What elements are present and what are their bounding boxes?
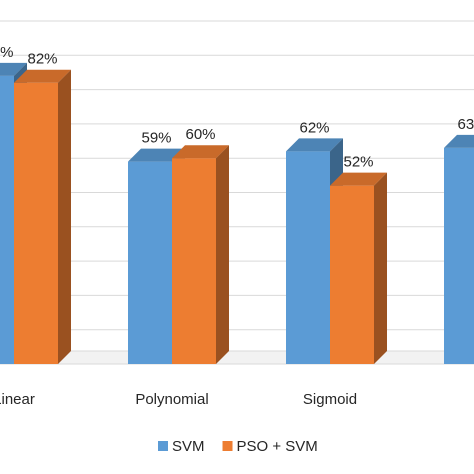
data-labels: 84% 59% 62% 63% 82% 60% 52% xyxy=(0,44,474,171)
x-tick-label: Polynomial xyxy=(135,391,208,408)
data-label: 52% xyxy=(343,154,373,171)
legend-swatch xyxy=(222,441,233,451)
x-axis-tick-labels: LinearPolynomialSigmoidRBF xyxy=(0,391,474,408)
chart-floor xyxy=(0,350,474,365)
bar-pso-svm-sigmoid xyxy=(330,172,387,364)
legend: SVM PSO + SVM xyxy=(158,438,318,455)
bar-pso-svm-linear xyxy=(14,69,71,365)
data-label: 63% xyxy=(457,116,474,133)
legend-label: PSO + SVM xyxy=(237,438,318,455)
chart-floor-plane xyxy=(0,350,474,365)
legend-swatch xyxy=(158,441,168,451)
x-tick-label: Linear xyxy=(0,391,35,408)
x-tick-label: Sigmoid xyxy=(303,391,357,408)
legend-label: SVM xyxy=(172,438,205,455)
data-label: 59% xyxy=(141,130,171,147)
bars xyxy=(0,62,474,365)
gridlines xyxy=(0,20,474,331)
data-label: 62% xyxy=(299,119,329,136)
bar-pso-svm-polynomial xyxy=(172,145,229,364)
data-label: 84% xyxy=(0,44,14,61)
data-label: 60% xyxy=(185,126,215,143)
bar-svm-rbf xyxy=(444,134,474,364)
data-label: 82% xyxy=(27,51,57,68)
